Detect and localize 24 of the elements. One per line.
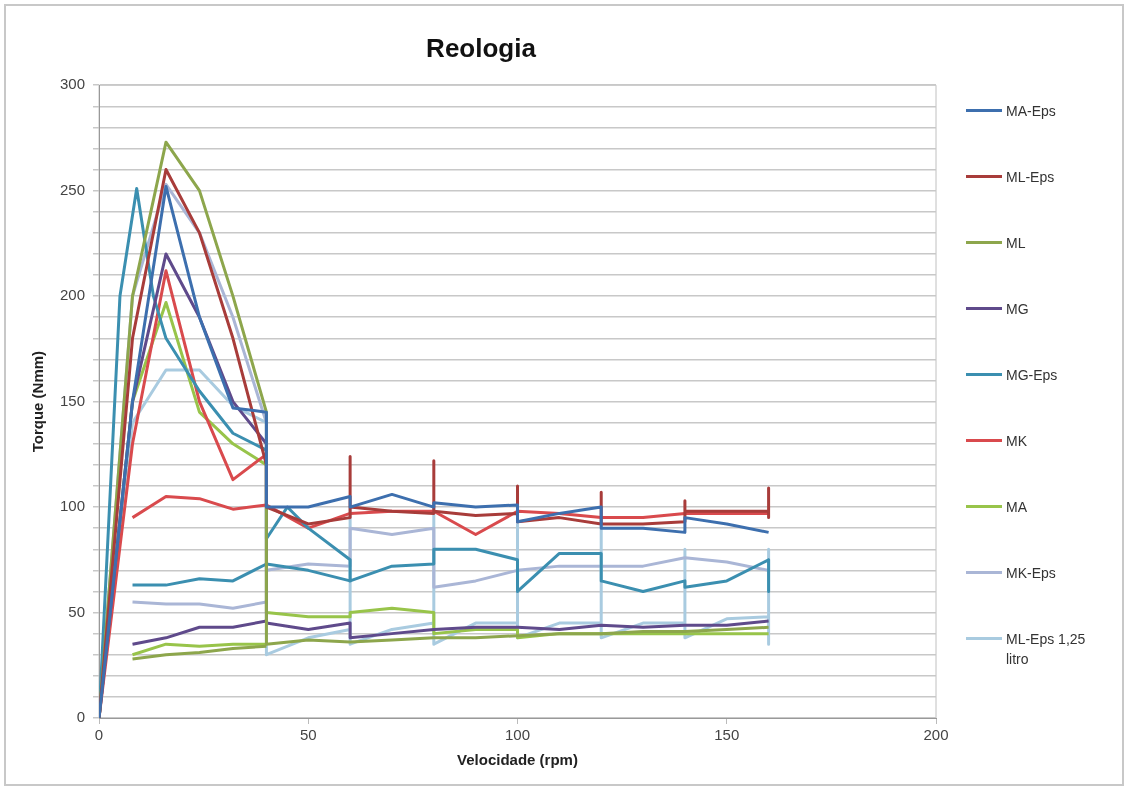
y-tick-label: 100 bbox=[60, 497, 86, 515]
x-axis-title: Velocidade (rpm) bbox=[457, 751, 578, 769]
legend-label: ML-Eps bbox=[1006, 168, 1056, 187]
legend-label: MG-Eps bbox=[1006, 366, 1059, 385]
legend-label: ML bbox=[1006, 234, 1027, 253]
legend-label: MK bbox=[1006, 432, 1028, 451]
x-tick-label: 200 bbox=[923, 726, 949, 744]
y-tick-label: 250 bbox=[60, 180, 86, 198]
y-tick-label: 150 bbox=[60, 391, 86, 409]
x-tick-label: 100 bbox=[505, 726, 531, 744]
x-tick-label: 0 bbox=[94, 726, 104, 744]
y-tick-label: 200 bbox=[60, 286, 86, 304]
legend-label: MA bbox=[1006, 498, 1028, 517]
legend-label: ML-Eps 1,25 litro bbox=[1006, 630, 1086, 669]
legend-label: MA-Eps bbox=[1006, 102, 1057, 121]
y-axis-title: Torque (Nmm) bbox=[29, 350, 47, 453]
chart-title: Reologia bbox=[426, 32, 537, 63]
legend-label: MG bbox=[1006, 300, 1030, 319]
y-tick-label: 0 bbox=[76, 708, 86, 726]
legend-label: MK-Eps bbox=[1006, 564, 1057, 583]
x-tick-label: 150 bbox=[714, 726, 740, 744]
y-tick-label: 300 bbox=[60, 75, 86, 93]
y-tick-label: 50 bbox=[68, 602, 86, 620]
x-tick-label: 50 bbox=[299, 726, 317, 744]
